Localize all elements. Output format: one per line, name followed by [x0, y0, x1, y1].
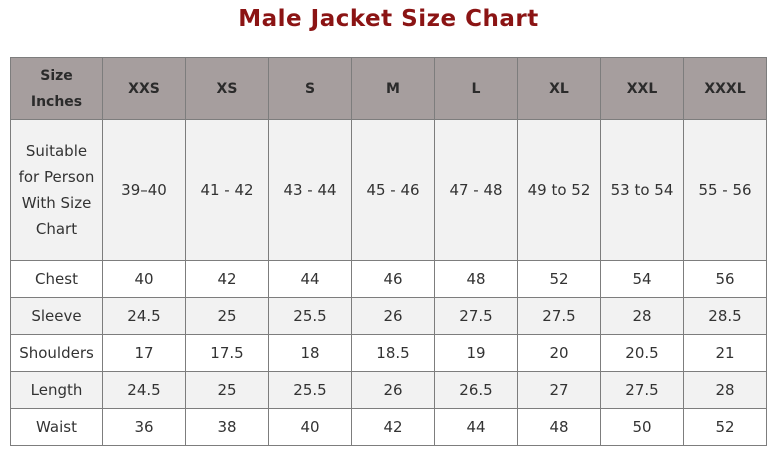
header-size: XL: [517, 57, 601, 120]
header-size: XXS: [102, 57, 186, 120]
table-cell: 52: [517, 260, 601, 298]
table-cell: 28: [683, 371, 767, 409]
table-cell: 24.5: [102, 297, 186, 335]
table-cell: 28.5: [683, 297, 767, 335]
table-cell: 41 - 42: [185, 119, 269, 261]
header-size: XXL: [600, 57, 684, 120]
table-cell: 40: [102, 260, 186, 298]
table-row: Shoulders 17 17.5 18 18.5 19 20 20.5 21: [10, 334, 767, 372]
table-cell: 18: [268, 334, 352, 372]
table-cell: 27.5: [434, 297, 518, 335]
table-cell: 44: [268, 260, 352, 298]
table-cell: 55 - 56: [683, 119, 767, 261]
table-row: Sleeve 24.5 25 25.5 26 27.5 27.5 28 28.5: [10, 297, 767, 335]
table-cell: 52: [683, 408, 767, 446]
table-cell: 17.5: [185, 334, 269, 372]
table-cell: 26: [351, 371, 435, 409]
table-cell: 54: [600, 260, 684, 298]
table-row: Length 24.5 25 25.5 26 26.5 27 27.5 28: [10, 371, 767, 409]
table-cell: 43 - 44: [268, 119, 352, 261]
table-cell: 49 to 52: [517, 119, 601, 261]
size-chart-table: Size Inches XXS XS S M L XL XXL XXXL Suitable fo…: [10, 57, 767, 446]
header-size: L: [434, 57, 518, 120]
table-cell: 25: [185, 371, 269, 409]
table-cell: 42: [351, 408, 435, 446]
table-cell: 56: [683, 260, 767, 298]
table-cell: 46: [351, 260, 435, 298]
table-cell: 25.5: [268, 297, 352, 335]
table-cell: 19: [434, 334, 518, 372]
table-cell: 50: [600, 408, 684, 446]
row-label: Waist: [10, 408, 103, 446]
table-cell: 26.5: [434, 371, 518, 409]
table-cell: 28: [600, 297, 684, 335]
table-cell: 25.5: [268, 371, 352, 409]
row-label: Shoulders: [10, 334, 103, 372]
table-cell: 38: [185, 408, 269, 446]
table-cell: 47 - 48: [434, 119, 518, 261]
header-size: XS: [185, 57, 269, 120]
table-cell: 20.5: [600, 334, 684, 372]
table-row: Waist 36 38 40 42 44 48 50 52: [10, 408, 767, 446]
table-cell: 17: [102, 334, 186, 372]
header-size: XXXL: [683, 57, 767, 120]
row-label: Suitable for Person With Size Chart: [10, 119, 103, 261]
page-title: Male Jacket Size Chart: [238, 6, 539, 32]
table-cell: 18.5: [351, 334, 435, 372]
header-row: Size Inches XXS XS S M L XL XXL XXXL: [10, 57, 767, 120]
row-label: Sleeve: [10, 297, 103, 335]
table-cell: 48: [434, 260, 518, 298]
table-cell: 53 to 54: [600, 119, 684, 261]
table-cell: 48: [517, 408, 601, 446]
table-cell: 24.5: [102, 371, 186, 409]
table-cell: 20: [517, 334, 601, 372]
table-cell: 27: [517, 371, 601, 409]
table-cell: 26: [351, 297, 435, 335]
table-cell: 36: [102, 408, 186, 446]
header-size-inches: Size Inches: [10, 57, 103, 120]
table-cell: 44: [434, 408, 518, 446]
table-cell: 40: [268, 408, 352, 446]
row-label: Chest: [10, 260, 103, 298]
table-cell: 45 - 46: [351, 119, 435, 261]
table-cell: 42: [185, 260, 269, 298]
table-cell: 27.5: [517, 297, 601, 335]
table-cell: 21: [683, 334, 767, 372]
table-cell: 39–40: [102, 119, 186, 261]
table-cell: 27.5: [600, 371, 684, 409]
table-cell: 25: [185, 297, 269, 335]
header-size: S: [268, 57, 352, 120]
header-size: M: [351, 57, 435, 120]
row-label: Length: [10, 371, 103, 409]
table-row: Chest 40 42 44 46 48 52 54 56: [10, 260, 767, 298]
table-row: Suitable for Person With Size Chart 39–40…: [10, 119, 767, 261]
